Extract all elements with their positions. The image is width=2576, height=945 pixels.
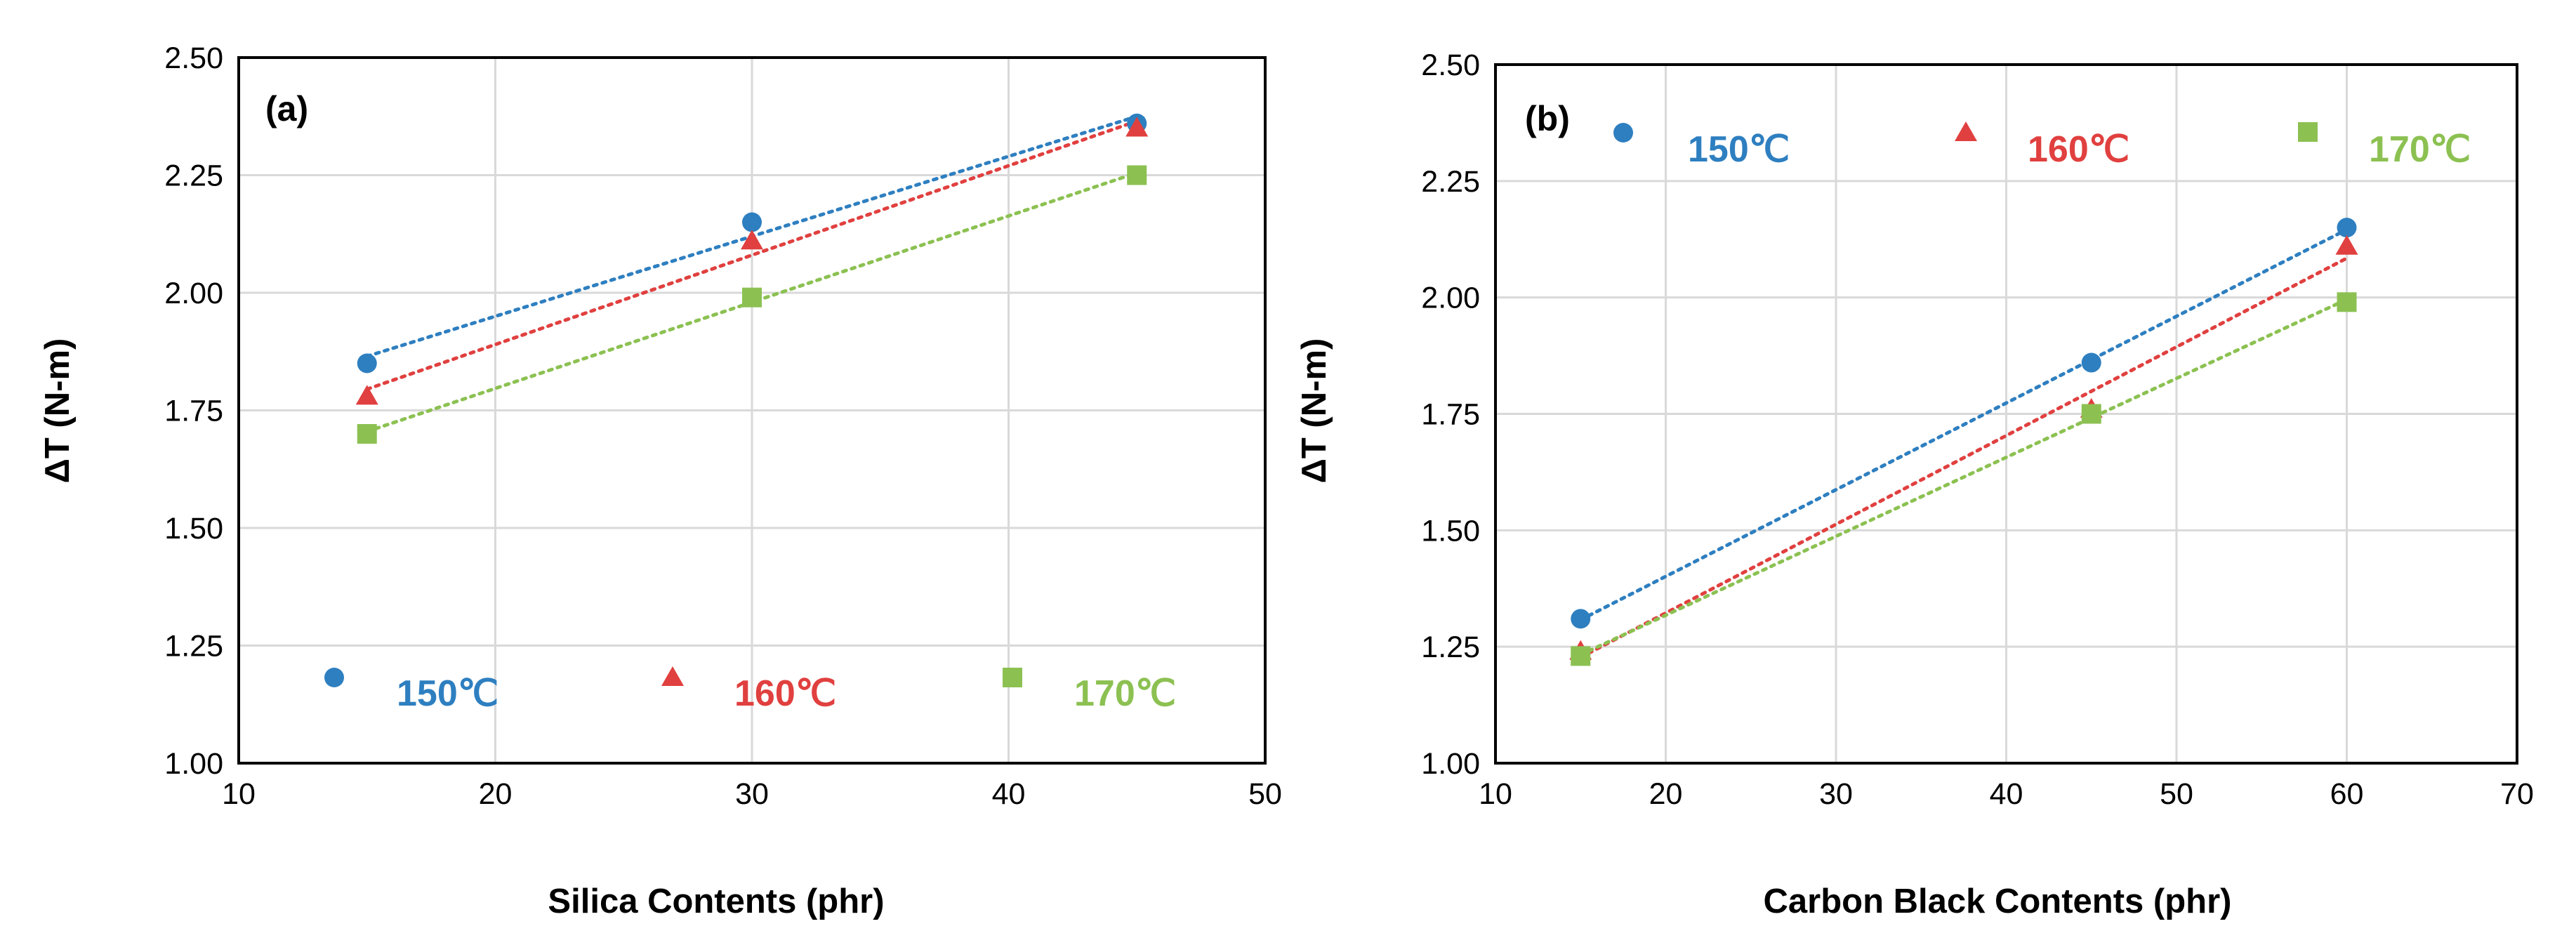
panel-a-x-tick-50: 50 (1248, 777, 1282, 811)
legend-a-160-label: 160℃ (734, 673, 836, 714)
panel-b-x-tick-50: 50 (2160, 777, 2193, 811)
panel-a-y-tick-labels: 1.00 1.25 1.50 1.75 2.00 2.25 2.50 (164, 41, 223, 781)
panel-b-point-170-15 (1571, 646, 1591, 666)
panel-a-y-tick-2.00: 2.00 (164, 277, 223, 310)
panel-b-x-tick-60: 60 (2330, 777, 2364, 811)
panel-a-y-tick-1.50: 1.50 (164, 512, 223, 546)
panel-b-x-tick-30: 30 (1819, 777, 1853, 811)
panel-b-point-150-15 (1571, 609, 1591, 629)
panel-b-x-tick-20: 20 (1649, 777, 1683, 811)
panel-b-y-tick-1.25: 1.25 (1421, 630, 1480, 664)
panel-a-point-160-30 (741, 230, 763, 250)
panel-b-trendlines (1578, 227, 2349, 659)
legend-a-160-marker (661, 666, 684, 686)
panel-b-y-tick-1.50: 1.50 (1421, 514, 1480, 548)
panel-b-y-tick-1.75: 1.75 (1421, 398, 1480, 432)
panel-b-plot-frame (1494, 63, 2518, 765)
legend-b-170-marker (2298, 122, 2318, 142)
legend-a-150-marker (324, 668, 344, 687)
panel-a-point-160-45 (1125, 117, 1149, 137)
panel-b-point-160-60 (2335, 234, 2358, 255)
panel-a-x-tick-labels: 10 20 30 40 50 (222, 777, 1282, 811)
panel-b-y-tick-1.00: 1.00 (1421, 747, 1480, 781)
panel-a-legend: 150℃ 160℃ 170℃ (324, 666, 1176, 714)
panel-a-point-170-30 (742, 287, 762, 308)
panel-a-x-axis-label: Silica Contents (phr) (548, 883, 884, 920)
panel-b: 1.00 1.25 1.50 1.75 2.00 2.25 2.50 10 20 30 40 50 6… (1295, 48, 2534, 920)
panel-b-tag: (b) (1525, 99, 1570, 138)
panel-a-y-tick-1.00: 1.00 (164, 747, 223, 781)
panel-a-trendline-160 (365, 119, 1139, 391)
panel-b-legend: 150℃ 160℃ 170℃ (1613, 121, 2471, 170)
panel-b-y-tick-2.00: 2.00 (1421, 282, 1480, 315)
panel-b-x-axis-label: Carbon Black Contents (phr) (1764, 883, 2232, 920)
panel-a-y-tick-1.25: 1.25 (164, 630, 223, 663)
panel-a-x-tick-20: 20 (479, 777, 513, 811)
panel-b-trendline-170 (1578, 298, 2349, 657)
panel-b-point-150-60 (2337, 218, 2357, 238)
panel-a-x-tick-10: 10 (222, 777, 256, 811)
panel-a-data-points (355, 113, 1149, 444)
panel-a-y-tick-1.75: 1.75 (164, 395, 223, 428)
panel-b-x-tick-labels: 10 20 30 40 50 60 70 (1479, 777, 2534, 811)
panel-b-y-tick-2.50: 2.50 (1421, 48, 1480, 82)
panel-b-trendline-150 (1578, 227, 2349, 622)
legend-b-170-label: 170℃ (2369, 129, 2471, 170)
panel-a-x-tick-40: 40 (992, 777, 1026, 811)
panel-a-point-150-30 (742, 212, 762, 232)
panel-a-gridlines (237, 56, 1267, 765)
panel-a-y-tick-2.25: 2.25 (164, 159, 223, 193)
panel-b-x-tick-40: 40 (1990, 777, 2023, 811)
panel-a-point-150-15 (357, 353, 377, 374)
legend-a-170-label: 170℃ (1074, 673, 1176, 714)
legend-a-170-marker (1003, 668, 1022, 687)
legend-b-160-label: 160℃ (2028, 129, 2129, 170)
panel-a-plot-frame (237, 56, 1267, 765)
panel-b-point-170-45 (2081, 404, 2101, 424)
panel-a-point-170-45 (1127, 165, 1147, 185)
panel-a-x-tick-30: 30 (735, 777, 769, 811)
legend-b-160-marker (1955, 121, 1977, 141)
panel-b-y-axis-label: ΔT (N-m) (1295, 338, 1333, 484)
panel-a-point-170-15 (357, 424, 377, 444)
panel-b-x-tick-70: 70 (2500, 777, 2534, 811)
panel-a-y-axis-label: ΔT (N-m) (39, 338, 77, 484)
panel-a-tag: (a) (265, 89, 308, 128)
panel-b-y-tick-2.25: 2.25 (1421, 165, 1480, 199)
panel-b-y-tick-labels: 1.00 1.25 1.50 1.75 2.00 2.25 2.50 (1421, 48, 1480, 781)
legend-a-150-label: 150℃ (397, 673, 498, 714)
panel-b-x-tick-10: 10 (1479, 777, 1512, 811)
legend-b-150-label: 150℃ (1688, 129, 1790, 170)
panel-b-point-170-60 (2337, 292, 2357, 312)
panel-a-point-160-15 (355, 385, 378, 405)
panel-b-point-150-45 (2081, 352, 2101, 373)
panel-b-data-points (1569, 218, 2358, 666)
panel-a-y-tick-2.50: 2.50 (164, 41, 223, 75)
panel-b-trendline-160 (1578, 256, 2349, 659)
panel-a: 1.001.251.501.752.002.252.50 10 20 30 40 50 … (39, 41, 1282, 920)
panel-b-gridlines (1494, 63, 2518, 765)
legend-b-150-marker (1613, 123, 1633, 143)
